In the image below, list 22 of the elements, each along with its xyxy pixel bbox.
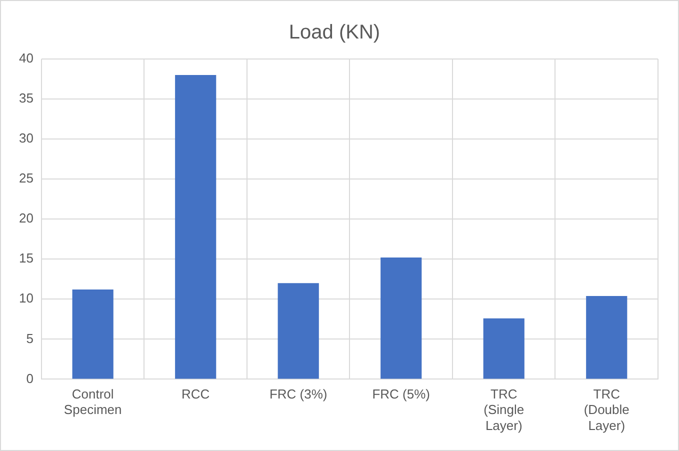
bar <box>278 283 319 379</box>
bar <box>72 290 114 379</box>
y-tick-label: 40 <box>18 50 34 66</box>
y-tick-label: 25 <box>18 170 34 186</box>
chart-title: Load (KN) <box>288 22 380 44</box>
x-tick-label: Control Specimen <box>64 386 122 418</box>
y-tick-label: 35 <box>18 90 34 106</box>
bar <box>175 75 216 379</box>
x-tick-label: RCC <box>182 386 210 402</box>
y-tick-label: 15 <box>18 250 34 266</box>
bar <box>586 296 628 379</box>
y-tick-label: 30 <box>18 130 34 146</box>
x-tick-label: TRC (Single Layer) <box>484 386 524 433</box>
y-tick-label: 0 <box>26 370 34 386</box>
bar <box>380 258 422 379</box>
x-tick-label: FRC (5%) <box>372 386 430 402</box>
y-tick-label: 10 <box>18 290 34 306</box>
y-tick-label: 5 <box>26 330 34 346</box>
y-tick-label: 20 <box>18 210 34 226</box>
x-tick-label: FRC (3%) <box>269 386 328 402</box>
bar <box>483 318 524 379</box>
x-tick-label: TRC (Double Layer) <box>584 386 630 433</box>
